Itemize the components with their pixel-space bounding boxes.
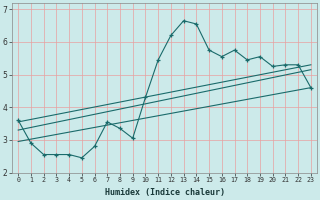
- X-axis label: Humidex (Indice chaleur): Humidex (Indice chaleur): [105, 188, 225, 197]
